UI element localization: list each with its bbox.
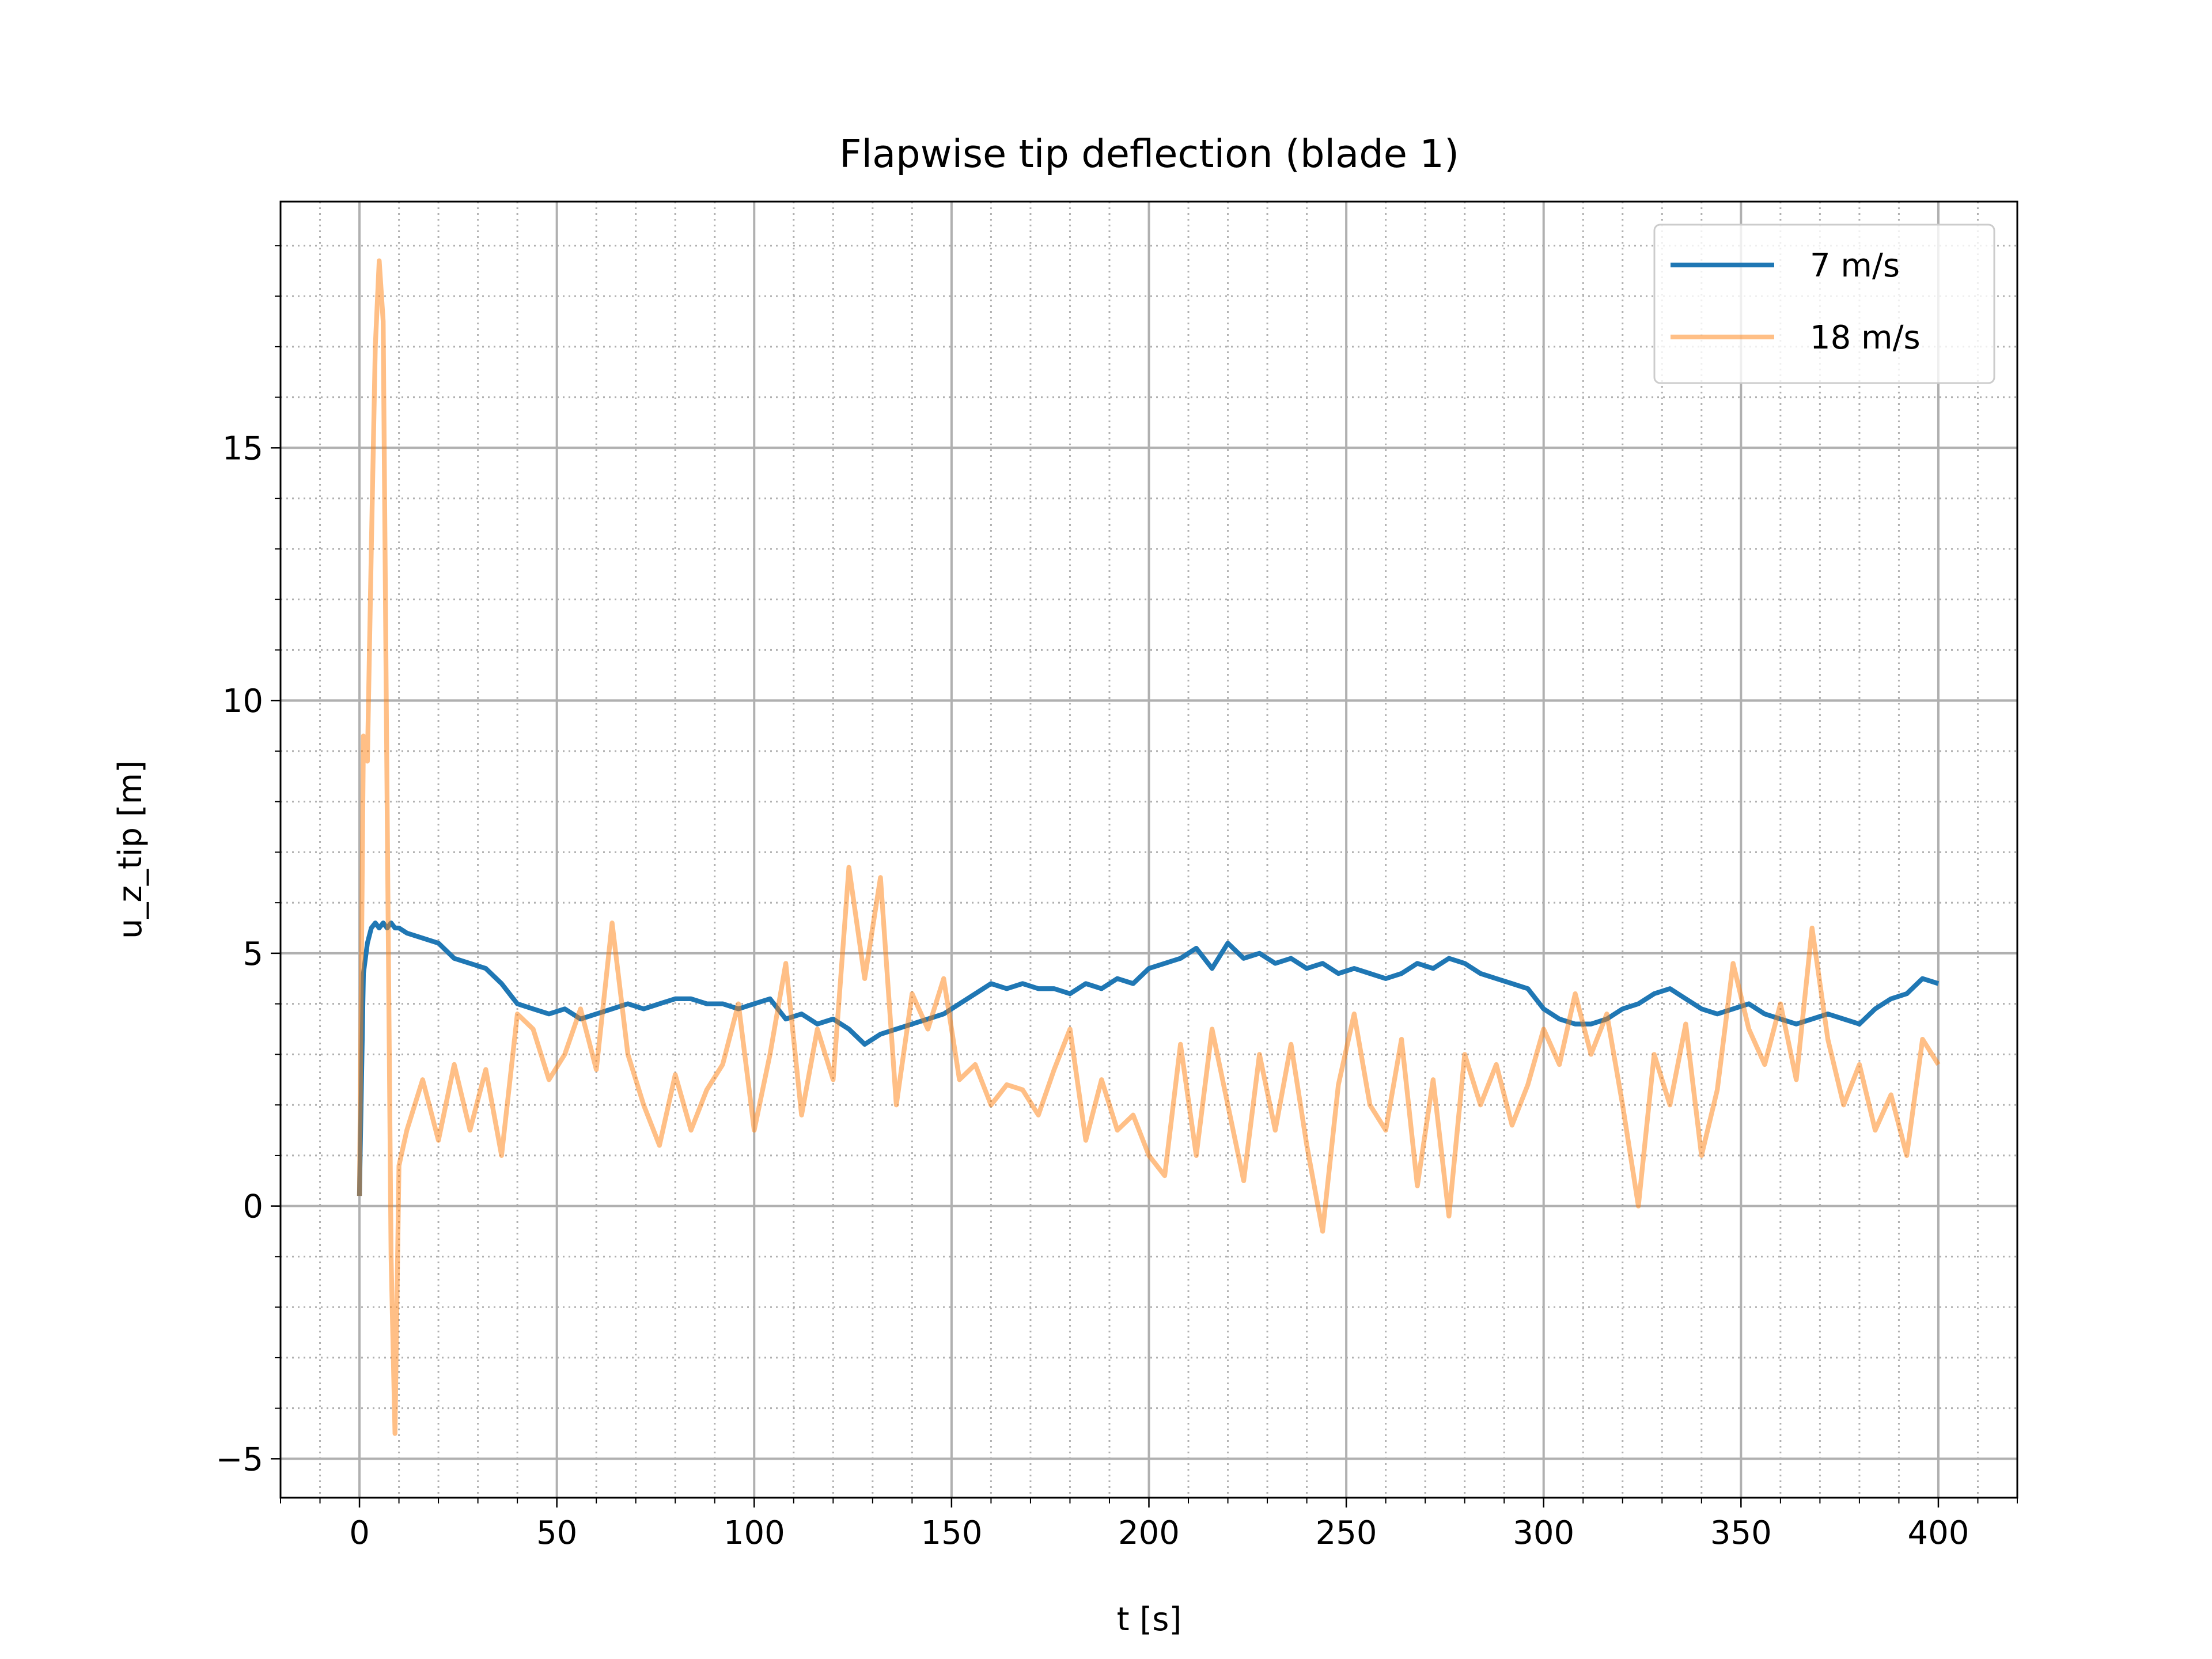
x-axis-label: t [s]: [1117, 1601, 1182, 1638]
x-tick-label: 200: [1118, 1514, 1180, 1552]
y-tick-label: 10: [222, 683, 263, 720]
y-tick-label: 15: [222, 430, 263, 467]
x-tick-label: 50: [536, 1514, 577, 1552]
x-tick-label: 400: [1908, 1514, 1969, 1552]
legend-label: 7 m/s: [1810, 247, 1900, 285]
x-tick-label: 300: [1513, 1514, 1574, 1552]
chart-title: Flapwise tip deflection (blade 1): [839, 131, 1459, 176]
data-line: [357, 921, 1940, 1196]
x-tick-label: 100: [724, 1514, 785, 1552]
legend-label: 18 m/s: [1810, 319, 1921, 357]
x-tick-label: 350: [1710, 1514, 1772, 1552]
legend: 7 m/s 18 m/s: [1653, 224, 1995, 384]
x-tick-label: 0: [349, 1514, 370, 1552]
y-axis-label: u_z_tip [m]: [112, 760, 149, 939]
x-tick-label: 150: [921, 1514, 982, 1552]
y-tick-label: 0: [243, 1188, 263, 1226]
plot-frame: [279, 200, 2018, 1499]
y-tick-label: 5: [243, 935, 263, 973]
x-tick-label: 250: [1316, 1514, 1377, 1552]
data-line: [357, 258, 1941, 1436]
y-tick-label: −5: [215, 1441, 263, 1478]
